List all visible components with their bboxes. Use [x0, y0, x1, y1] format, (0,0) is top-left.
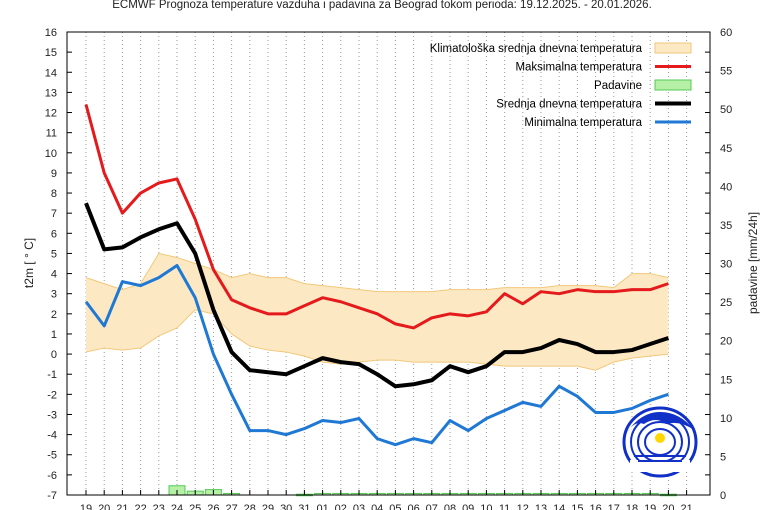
mean-temp-line: [84, 202, 670, 389]
max-temp-line: [84, 104, 669, 330]
x-tick-label: 16: [589, 503, 601, 510]
left-tick-label: 3: [51, 289, 57, 301]
x-tick-label: 19: [644, 503, 656, 510]
x-tick-label: 14: [553, 503, 565, 510]
x-tick-label: 24: [171, 503, 183, 510]
left-tick-label: -7: [47, 490, 57, 502]
x-tick-label: 31: [298, 503, 310, 510]
x-tick-label: 29: [262, 503, 274, 510]
x-tick-label: 09: [462, 503, 474, 510]
right-tick-label: 20: [720, 336, 732, 348]
left-tick-label: -4: [47, 430, 57, 442]
right-tick-label: 15: [720, 374, 732, 386]
x-tick-label: 20: [98, 503, 110, 510]
left-tick-label: -1: [47, 369, 57, 381]
left-tick-label: 13: [45, 87, 57, 99]
x-tick-label: 21: [116, 503, 128, 510]
x-tick-label: 22: [134, 503, 146, 510]
right-tick-label: 5: [720, 451, 726, 463]
x-tick-label: 12: [517, 503, 529, 510]
left-tick-label: 7: [51, 208, 57, 220]
right-tick-label: 40: [720, 181, 732, 193]
climatology-area: [86, 253, 669, 371]
left-tick-label: -6: [47, 470, 57, 482]
left-tick-label: 1: [51, 329, 57, 341]
x-tick-label: 18: [626, 503, 638, 510]
x-tick-label: 17: [608, 503, 620, 510]
x-tick-label: 04: [371, 503, 383, 510]
right-tick-label: 55: [720, 66, 732, 78]
legend-label: Minimalna temperatura: [524, 117, 642, 129]
left-tick-label: 10: [45, 148, 57, 160]
right-tick-label: 35: [720, 220, 732, 232]
right-axis-title: padavine [mm/24h]: [746, 212, 760, 314]
legend-label: Padavine: [594, 80, 642, 92]
left-tick-label: 14: [45, 67, 57, 79]
x-tick-label: 23: [153, 503, 165, 510]
legend-label: Srednja dnevna temperatura: [496, 99, 642, 111]
x-tick-label: 21: [680, 503, 692, 510]
right-axis-ticks: 0 5 10 15 20 25 30 35 40 45 50 55 60: [720, 27, 732, 502]
x-tick-label: 08: [444, 503, 456, 510]
x-tick-label: 30: [280, 503, 292, 510]
left-tick-label: -5: [47, 450, 57, 462]
chart-title: ECMWF Prognoza temperature vazduha i pad…: [112, 0, 652, 11]
x-tick-label: 28: [244, 503, 256, 510]
x-tick-label: 20: [662, 503, 674, 510]
climatology-lower-edge: [85, 309, 669, 371]
legend: Klimatološka srednja dnevna temperatura M…: [430, 42, 692, 129]
temperature-lines: [84, 104, 670, 447]
right-tick-label: 60: [720, 27, 732, 39]
x-tick-label: 01: [316, 503, 328, 510]
x-tick-label: 13: [535, 503, 547, 510]
x-axis-ticks: 19 20 21 22 23 24 25 26 27 28 29 30 31 01 02 03 04 05 06 07…: [80, 490, 693, 510]
left-tick-label: 16: [45, 27, 57, 39]
left-tick-label: 2: [51, 309, 57, 321]
legend-label: Klimatološka srednja dnevna temperatura: [430, 43, 643, 55]
x-tick-label: 25: [189, 503, 201, 510]
right-tick-label: 10: [720, 413, 732, 425]
right-tick-label: 50: [720, 104, 732, 116]
x-tick-label: 02: [335, 503, 347, 510]
precipitation-bars: [168, 485, 677, 497]
min-temp-line: [84, 264, 669, 447]
left-tick-label: 12: [45, 108, 57, 120]
x-tick-label: 10: [480, 503, 492, 510]
legend-swatch: [654, 42, 692, 54]
left-tick-label: 9: [51, 168, 57, 180]
left-tick-label: 6: [51, 228, 57, 240]
plot-frame: [66, 31, 711, 496]
x-tick-label: 19: [80, 503, 92, 510]
left-tick-label: -3: [47, 409, 57, 421]
rhmz-logo: [622, 406, 698, 478]
left-tick-label: 11: [46, 128, 57, 140]
left-axis-title: t2m [ ° C]: [22, 238, 36, 288]
left-tick-label: 5: [51, 248, 57, 260]
x-tick-label: 06: [407, 503, 419, 510]
x-tick-label: 07: [426, 503, 438, 510]
x-tick-label: 15: [571, 503, 583, 510]
x-tick-label: 11: [499, 503, 510, 510]
left-tick-label: 0: [51, 349, 57, 361]
climatology-band: [85, 252, 669, 371]
right-tick-label: 0: [720, 490, 726, 502]
x-tick-label: 03: [353, 503, 365, 510]
climatology-upper-edge: [85, 252, 669, 293]
left-tick-label: 15: [45, 47, 57, 59]
legend-swatch: [654, 79, 692, 91]
x-tick-label: 27: [225, 503, 237, 510]
x-tick-label: 26: [207, 503, 219, 510]
legend-label: Maksimalna temperatura: [515, 62, 642, 74]
x-tick-label: 05: [389, 503, 401, 510]
right-tick-label: 30: [720, 259, 732, 271]
left-tick-label: -2: [47, 389, 57, 401]
right-tick-label: 25: [720, 297, 732, 309]
right-tick-label: 45: [720, 143, 732, 155]
left-tick-label: 8: [51, 188, 57, 200]
left-tick-label: 4: [51, 269, 57, 281]
